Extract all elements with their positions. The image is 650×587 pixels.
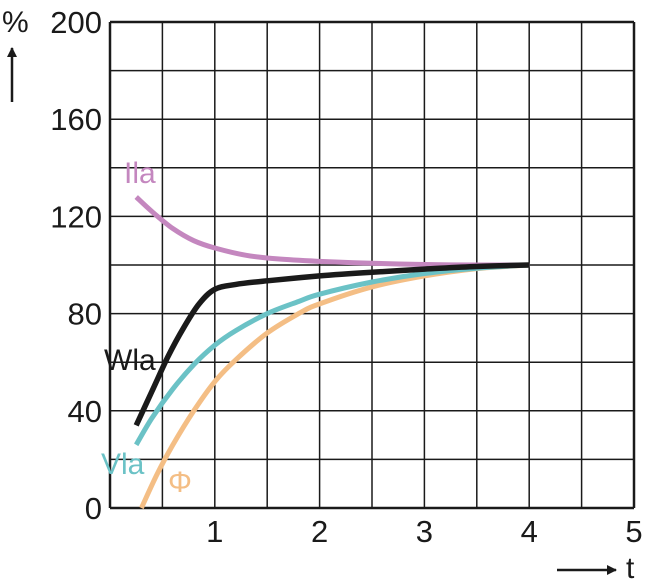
series-label-phi: Φ [168,466,192,499]
tick-labels: 1 2 3 4 5 0 40 80 120 160 200 [50,5,642,549]
y-tick-label: 120 [50,199,102,234]
x-tick-label: 1 [206,514,223,549]
series-layer [133,195,530,510]
grid [108,20,636,510]
y-tick-label: 160 [50,102,102,137]
series-label-wla: Wla [104,344,156,377]
x-axis-label: t [626,552,635,585]
y-tick-label: 200 [50,5,102,40]
x-tick-label: 5 [625,514,642,549]
series-line-wla [133,262,530,427]
x-tick-label: 2 [311,514,328,549]
y-tick-label: 0 [85,491,102,526]
y-tick-label: 40 [68,394,102,429]
x-tick-label: 4 [521,514,538,549]
series-label-ila: Ila [124,157,156,190]
series-label-vla: Vla [101,448,145,481]
series-line-vla [134,262,530,447]
y-axis-label: % [2,6,29,39]
x-tick-label: 3 [416,514,433,549]
series-line-ila [134,195,530,268]
y-tick-label: 80 [68,297,102,332]
